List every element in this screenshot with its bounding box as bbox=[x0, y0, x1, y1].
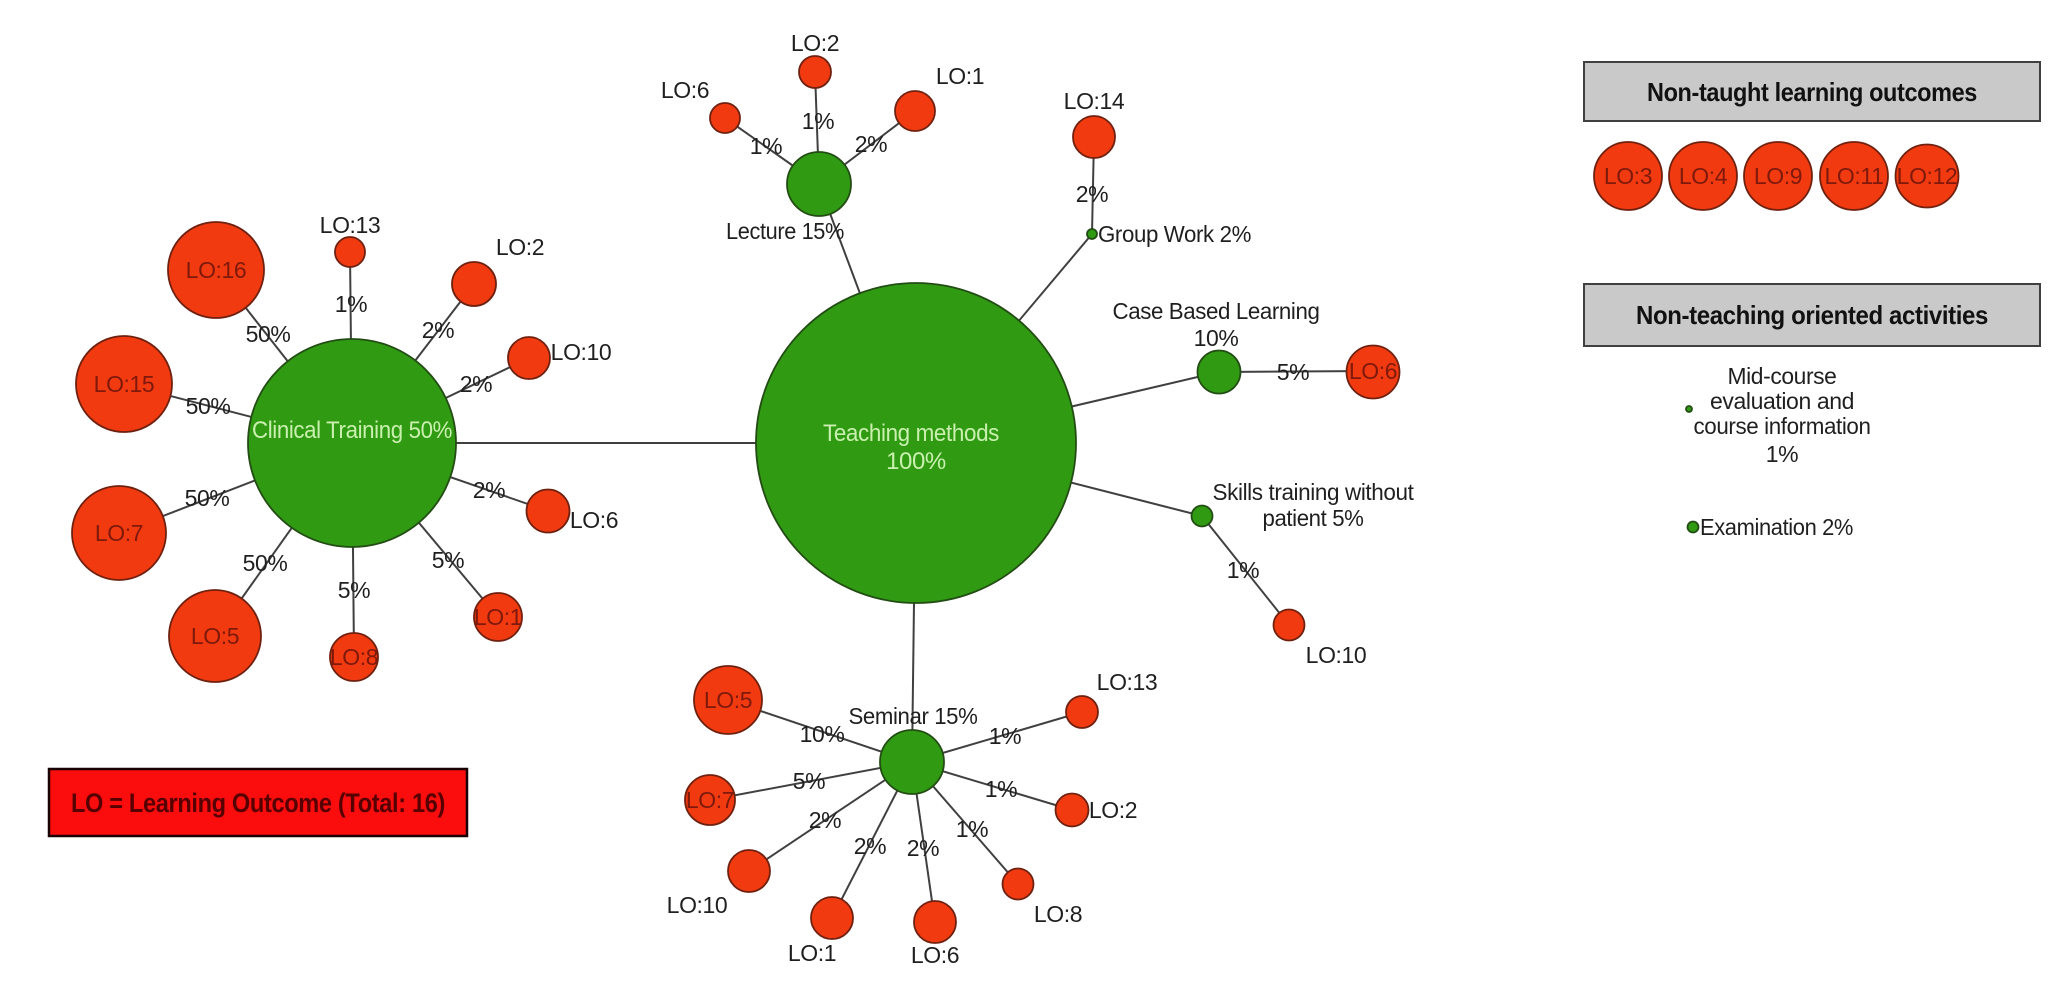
svg-text:LO:2: LO:2 bbox=[791, 30, 839, 56]
svg-text:Non-taught learning outcomes: Non-taught learning outcomes bbox=[1647, 77, 1977, 107]
svg-text:LO:6: LO:6 bbox=[661, 77, 709, 103]
svg-text:LO:4: LO:4 bbox=[1679, 163, 1728, 189]
svg-text:LO:5: LO:5 bbox=[704, 687, 752, 713]
svg-text:LO:13: LO:13 bbox=[320, 212, 381, 238]
svg-text:2%: 2% bbox=[460, 371, 492, 397]
svg-text:LO:1: LO:1 bbox=[788, 940, 836, 966]
svg-text:1%: 1% bbox=[1766, 441, 1798, 467]
svg-text:5%: 5% bbox=[338, 577, 370, 603]
svg-text:LO:3: LO:3 bbox=[1604, 163, 1652, 189]
svg-text:LO:2: LO:2 bbox=[496, 234, 544, 260]
svg-text:LO = Learning Outcome (Total:: LO = Learning Outcome (Total: 16) bbox=[71, 788, 445, 818]
svg-text:Skills training without: Skills training without bbox=[1213, 479, 1415, 505]
svg-text:LO:10: LO:10 bbox=[1306, 642, 1367, 668]
svg-text:LO:7: LO:7 bbox=[686, 787, 734, 813]
svg-text:50%: 50% bbox=[185, 485, 230, 511]
svg-text:1%: 1% bbox=[989, 723, 1021, 749]
svg-text:LO:6: LO:6 bbox=[570, 507, 618, 533]
svg-text:Group Work 2%: Group Work 2% bbox=[1098, 221, 1251, 247]
svg-text:2%: 2% bbox=[473, 477, 505, 503]
svg-text:2%: 2% bbox=[1076, 181, 1108, 207]
svg-text:LO:1: LO:1 bbox=[474, 604, 522, 630]
svg-text:2%: 2% bbox=[422, 317, 454, 343]
svg-text:5%: 5% bbox=[432, 547, 464, 573]
svg-text:Seminar 15%: Seminar 15% bbox=[849, 703, 978, 729]
svg-text:LO:13: LO:13 bbox=[1097, 669, 1158, 695]
svg-text:10%: 10% bbox=[800, 721, 845, 747]
svg-text:LO:10: LO:10 bbox=[551, 339, 612, 365]
svg-text:1%: 1% bbox=[956, 816, 988, 842]
svg-text:10%: 10% bbox=[1194, 325, 1239, 351]
svg-text:Examination 2%: Examination 2% bbox=[1700, 514, 1853, 540]
svg-text:Mid-course: Mid-course bbox=[1728, 363, 1837, 389]
svg-text:1%: 1% bbox=[1227, 557, 1259, 583]
svg-text:LO:8: LO:8 bbox=[330, 644, 378, 670]
svg-text:LO:7: LO:7 bbox=[95, 520, 143, 546]
svg-text:5%: 5% bbox=[793, 768, 825, 794]
svg-text:LO:16: LO:16 bbox=[186, 257, 247, 283]
svg-text:1%: 1% bbox=[750, 133, 782, 159]
svg-text:50%: 50% bbox=[246, 321, 291, 347]
svg-text:LO:6: LO:6 bbox=[911, 942, 959, 968]
svg-text:LO:2: LO:2 bbox=[1089, 797, 1137, 823]
svg-text:LO:6: LO:6 bbox=[1349, 358, 1397, 384]
svg-text:LO:11: LO:11 bbox=[1825, 163, 1884, 189]
svg-text:1%: 1% bbox=[985, 776, 1017, 802]
svg-text:course information: course information bbox=[1694, 413, 1871, 439]
svg-text:LO:10: LO:10 bbox=[667, 892, 728, 918]
svg-text:LO:12: LO:12 bbox=[1897, 163, 1958, 189]
svg-text:Case Based Learning: Case Based Learning bbox=[1113, 298, 1320, 324]
svg-text:5%: 5% bbox=[1277, 359, 1309, 385]
svg-text:LO:14: LO:14 bbox=[1064, 88, 1125, 114]
svg-text:2%: 2% bbox=[907, 835, 939, 861]
svg-text:LO:8: LO:8 bbox=[1034, 901, 1082, 927]
svg-text:2%: 2% bbox=[854, 833, 886, 859]
svg-text:LO:9: LO:9 bbox=[1754, 163, 1802, 189]
svg-text:50%: 50% bbox=[186, 393, 231, 419]
svg-text:Teaching methods: Teaching methods bbox=[823, 420, 999, 447]
svg-text:LO:5: LO:5 bbox=[191, 623, 239, 649]
svg-text:2%: 2% bbox=[809, 807, 841, 833]
svg-text:LO:1: LO:1 bbox=[936, 63, 984, 89]
svg-text:50%: 50% bbox=[243, 550, 288, 576]
svg-text:Non-teaching oriented activiti: Non-teaching oriented activities bbox=[1636, 300, 1988, 330]
svg-text:2%: 2% bbox=[855, 131, 887, 157]
svg-text:Clinical Training 50%: Clinical Training 50% bbox=[252, 417, 452, 444]
svg-text:1%: 1% bbox=[802, 108, 834, 134]
svg-text:evaluation and: evaluation and bbox=[1710, 388, 1854, 414]
svg-text:LO:15: LO:15 bbox=[94, 371, 155, 397]
svg-text:1%: 1% bbox=[335, 291, 367, 317]
svg-text:Lecture 15%: Lecture 15% bbox=[726, 218, 844, 244]
svg-text:100%: 100% bbox=[886, 448, 946, 475]
svg-text:patient 5%: patient 5% bbox=[1263, 505, 1364, 531]
